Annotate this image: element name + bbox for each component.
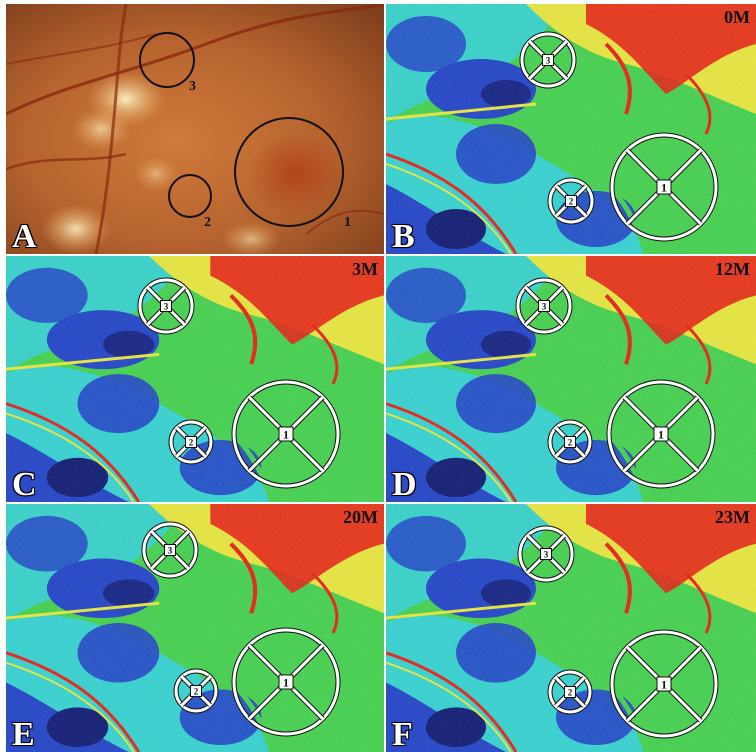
marker-circle-2: 2 xyxy=(547,669,593,715)
fundus-circle-1 xyxy=(234,117,344,227)
panel-letter-d: D xyxy=(392,466,417,502)
fundus-circle-2 xyxy=(168,174,212,218)
marker-circle-3: 3 xyxy=(141,521,199,579)
marker-label-1: 1 xyxy=(658,428,664,442)
perfusion-map: 1 2 3 xyxy=(386,504,756,752)
fundus-label-1: 1 xyxy=(344,215,351,230)
time-label-f: 23M xyxy=(715,507,750,527)
marker-circle-2: 2 xyxy=(173,668,219,714)
marker-circle-3: 3 xyxy=(519,31,577,89)
panel-b-map: 1 2 3 0M B xyxy=(386,4,756,254)
marker-circle-1: 1 xyxy=(609,132,719,242)
fundus-circle-3 xyxy=(139,32,195,88)
panel-e-map: 1 2 3 20M E xyxy=(6,504,384,752)
panel-letter-b: B xyxy=(392,218,415,254)
marker-circle-1: 1 xyxy=(606,379,716,489)
marker-label-2: 2 xyxy=(189,438,194,448)
marker-label-2: 2 xyxy=(568,438,573,448)
time-label-c: 3M xyxy=(352,259,378,279)
marker-circle-1: 1 xyxy=(231,627,341,737)
marker-circle-3: 3 xyxy=(137,277,195,335)
fundus-label-2: 2 xyxy=(204,215,211,230)
marker-circle-2: 2 xyxy=(168,419,214,465)
marker-label-1: 1 xyxy=(283,428,289,442)
marker-label-3: 3 xyxy=(168,546,173,556)
panel-letter-f: F xyxy=(392,716,413,752)
panel-letter-e: E xyxy=(12,716,35,752)
time-label-e: 20M xyxy=(343,507,378,527)
fundus-label-3: 3 xyxy=(189,79,196,94)
fundus-image xyxy=(6,4,384,254)
panel-letter-c: C xyxy=(12,466,37,502)
panel-a-fundus-photo: 3 2 1 A xyxy=(6,4,384,254)
time-label-b: 0M xyxy=(724,7,750,27)
panel-d-map: 1 2 3 12M D xyxy=(386,256,756,502)
perfusion-map: 1 2 3 xyxy=(6,256,384,502)
marker-circle-1: 1 xyxy=(231,379,341,489)
marker-circle-3: 3 xyxy=(517,525,575,583)
marker-label-3: 3 xyxy=(544,550,549,560)
marker-label-3: 3 xyxy=(164,302,169,312)
panel-letter-a: A xyxy=(12,218,37,254)
perfusion-map: 1 2 3 xyxy=(6,504,384,752)
marker-circle-3: 3 xyxy=(515,277,573,335)
time-label-d: 12M xyxy=(715,259,750,279)
marker-label-2: 2 xyxy=(569,197,574,207)
panel-c-map: 1 2 3 3M C xyxy=(6,256,384,502)
perfusion-map: 1 2 3 xyxy=(386,4,756,254)
marker-label-2: 2 xyxy=(568,688,573,698)
perfusion-map: 1 2 3 xyxy=(386,256,756,502)
marker-circle-2: 2 xyxy=(547,177,595,225)
marker-label-1: 1 xyxy=(661,678,667,692)
marker-circle-1: 1 xyxy=(609,629,719,739)
marker-label-3: 3 xyxy=(546,56,551,66)
marker-label-1: 1 xyxy=(661,181,667,195)
marker-label-3: 3 xyxy=(542,302,547,312)
marker-circle-2: 2 xyxy=(547,419,593,465)
marker-label-2: 2 xyxy=(194,687,199,697)
marker-label-1: 1 xyxy=(283,676,289,690)
panel-f-map: 1 2 3 23M F xyxy=(386,504,756,752)
